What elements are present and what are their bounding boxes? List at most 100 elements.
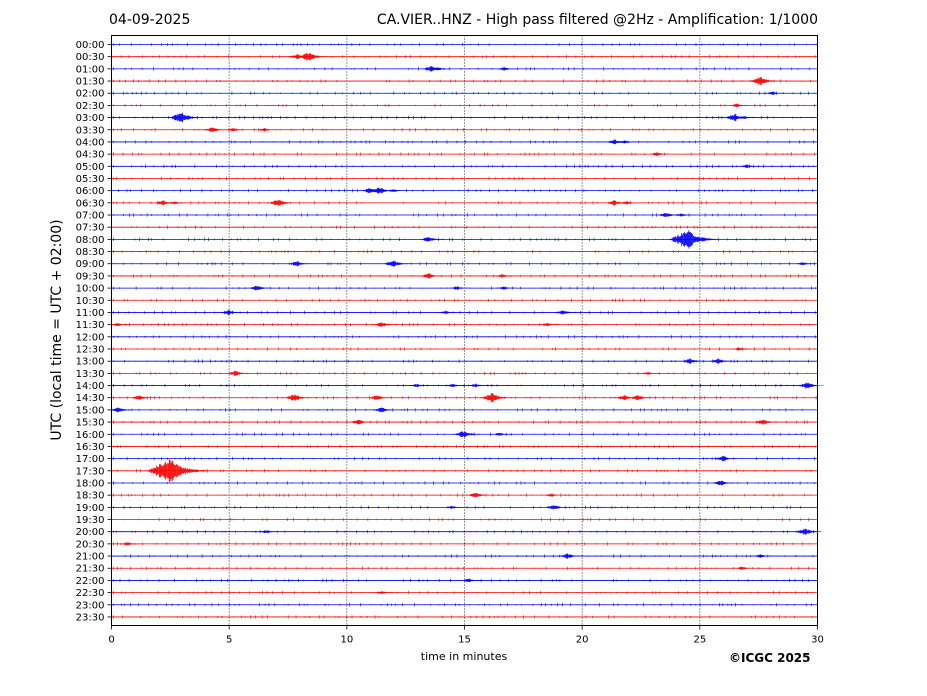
y-tick-label: 19:00 xyxy=(76,503,105,514)
date-label: 04-09-2025 xyxy=(109,12,191,28)
seismic-event xyxy=(795,528,822,535)
seismic-event xyxy=(168,112,203,123)
y-tick-label: 23:30 xyxy=(76,612,105,623)
x-tick-label: 10 xyxy=(340,635,353,646)
seismic-event xyxy=(492,433,512,436)
seismic-event xyxy=(368,395,391,400)
y-tick-label: 17:00 xyxy=(76,454,105,465)
y-tick-label: 19:30 xyxy=(76,515,105,526)
seismic-event xyxy=(111,323,130,326)
seismic-event xyxy=(220,309,243,315)
y-tick-label: 15:00 xyxy=(76,405,105,416)
seismic-event xyxy=(737,116,756,119)
seismic-event xyxy=(681,358,704,364)
trace-noise xyxy=(113,225,816,229)
y-tick-label: 10:30 xyxy=(76,296,105,307)
seismic-event xyxy=(545,505,568,510)
seismic-event xyxy=(629,395,653,401)
trace-noise xyxy=(113,505,812,510)
trace-noise xyxy=(113,420,808,424)
copyright-label: ©ICGC 2025 xyxy=(729,651,811,665)
event-layer xyxy=(109,52,824,594)
seismic-event xyxy=(480,393,512,403)
trace-noise xyxy=(113,335,816,339)
trace-noise xyxy=(113,213,807,217)
trace-noise xyxy=(113,42,817,47)
y-tick-label: 20:30 xyxy=(76,539,105,550)
seismic-event xyxy=(494,274,514,278)
seismic-event xyxy=(739,164,759,169)
seismic-event xyxy=(284,394,311,401)
seismic-event xyxy=(539,322,559,327)
y-tick-label: 02:30 xyxy=(76,101,105,112)
trace-noise xyxy=(113,615,813,619)
y-tick-label: 16:30 xyxy=(76,442,105,453)
trace-noise xyxy=(113,530,814,534)
y-tick-label: 11:30 xyxy=(76,320,105,331)
y-tick-label: 23:00 xyxy=(76,600,105,611)
seismic-event xyxy=(383,260,410,267)
y-tick-label: 18:30 xyxy=(76,491,105,502)
x-tick-label: 0 xyxy=(108,635,114,646)
y-tick-label: 00:30 xyxy=(76,52,105,63)
seismic-event xyxy=(349,419,373,425)
seismic-event xyxy=(730,103,749,108)
y-tick-label: 16:00 xyxy=(76,430,105,441)
trace-noise xyxy=(113,188,813,193)
x-tick-label: 15 xyxy=(458,635,471,646)
x-ticks: 0 5 10 15 20 25 30 xyxy=(108,625,824,646)
trace-noise xyxy=(113,469,812,473)
seismic-event xyxy=(410,384,429,388)
trace-noise xyxy=(113,383,813,388)
seismic-event xyxy=(445,383,465,388)
chart-title: CA.VIER..HNZ - High pass filtered @2Hz -… xyxy=(376,12,818,28)
y-tick-label: 14:30 xyxy=(76,393,105,404)
y-tick-label: 09:30 xyxy=(76,271,105,282)
y-tick-label: 09:00 xyxy=(76,259,105,270)
trace-noise xyxy=(113,517,809,522)
y-tick-label: 03:30 xyxy=(76,125,105,136)
seismic-event xyxy=(497,67,516,71)
y-tick-label: 07:00 xyxy=(76,211,105,222)
trace-noise xyxy=(113,444,817,449)
seismic-event xyxy=(203,127,227,132)
trace-noise xyxy=(113,554,814,558)
seismic-event xyxy=(796,262,815,266)
seismic-event xyxy=(668,230,719,249)
seismic-event xyxy=(754,419,777,425)
seismic-event xyxy=(120,542,140,546)
trace-noise xyxy=(113,481,815,485)
seismic-event xyxy=(297,52,328,61)
y-tick-label: 07:30 xyxy=(76,223,105,234)
grid-layer xyxy=(228,35,701,626)
seismic-event xyxy=(734,566,754,570)
y-tick-label: 02:00 xyxy=(76,89,105,100)
y-tick-label: 05:30 xyxy=(76,174,105,185)
seismic-event xyxy=(109,407,133,413)
y-tick-label: 04:00 xyxy=(76,137,105,148)
trace-noise xyxy=(113,590,812,595)
y-tick-label: 00:00 xyxy=(76,40,105,51)
y-tick-label: 22:00 xyxy=(76,576,105,587)
seismic-event xyxy=(797,382,824,389)
trace-noise xyxy=(113,542,809,546)
seismic-event xyxy=(650,152,669,156)
seismic-event xyxy=(640,372,660,375)
x-tick-label: 30 xyxy=(811,635,824,646)
trace-noise xyxy=(113,201,817,205)
y-tick-label: 12:00 xyxy=(76,332,105,343)
seismic-event xyxy=(673,213,693,217)
trace-noise xyxy=(113,298,806,303)
y-tick-label: 17:30 xyxy=(76,466,105,477)
trace-layer xyxy=(111,42,818,619)
trace-noise xyxy=(113,603,812,607)
seismic-event xyxy=(374,591,394,594)
seismic-event xyxy=(714,455,737,462)
seismic-event xyxy=(257,128,276,132)
x-tick-label: 5 xyxy=(226,635,232,646)
y-tick-label: 08:30 xyxy=(76,247,105,258)
y-tick-label: 05:00 xyxy=(76,162,105,173)
y-tick-label: 18:00 xyxy=(76,478,105,489)
